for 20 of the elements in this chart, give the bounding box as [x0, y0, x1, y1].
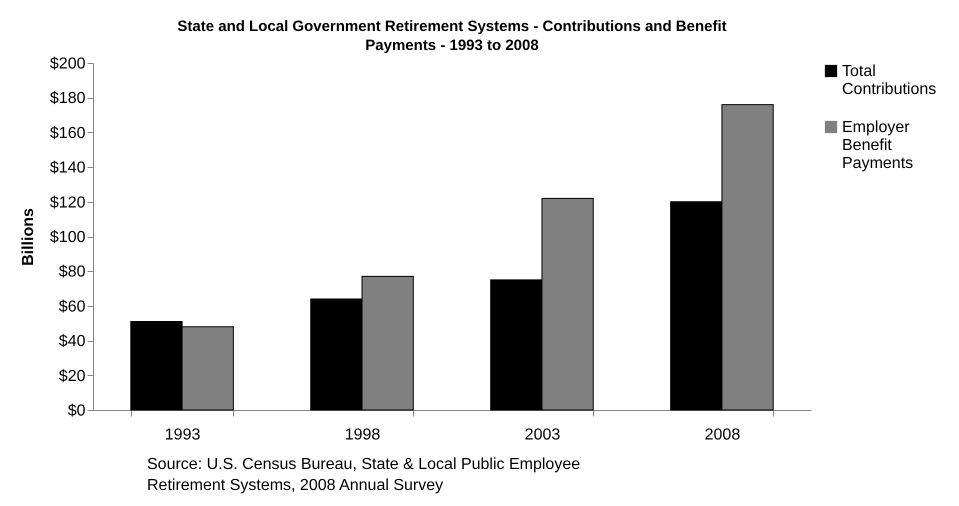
chart-title: State and Local Government Retirement Systems - Contributions and Benefit Payments - 1993 to 2008 [177, 18, 727, 54]
y-tick-label: $20 [58, 368, 86, 385]
x-tick-label: 1993 [164, 426, 200, 444]
y-tick-label: $80 [58, 264, 86, 281]
legend-label: Employer Benefit Payments [842, 119, 914, 172]
y-tick-label: $0 [68, 402, 86, 420]
y-axis-title: Billions [20, 208, 37, 266]
y-tick-label: $120 [50, 194, 86, 212]
x-tick-label: 1998 [344, 426, 380, 444]
y-tick-label: $160 [50, 124, 86, 142]
source-note: Source: U.S. Census Bureau, State & Local Public Employee Retirement Systems, 2008 Annual Survey [147, 455, 580, 496]
y-tick-label: $40 [58, 333, 86, 350]
y-tick-label: $200 [50, 56, 86, 72]
x-tick-label: 2008 [704, 426, 740, 444]
y-tick-label: $180 [50, 90, 86, 108]
y-tick-label: $100 [50, 229, 86, 246]
y-tick-label: $60 [58, 298, 86, 316]
x-tick-label: 2003 [524, 426, 560, 444]
legend-label: Total Contributions [842, 63, 936, 98]
y-tick-label: $140 [50, 160, 86, 177]
